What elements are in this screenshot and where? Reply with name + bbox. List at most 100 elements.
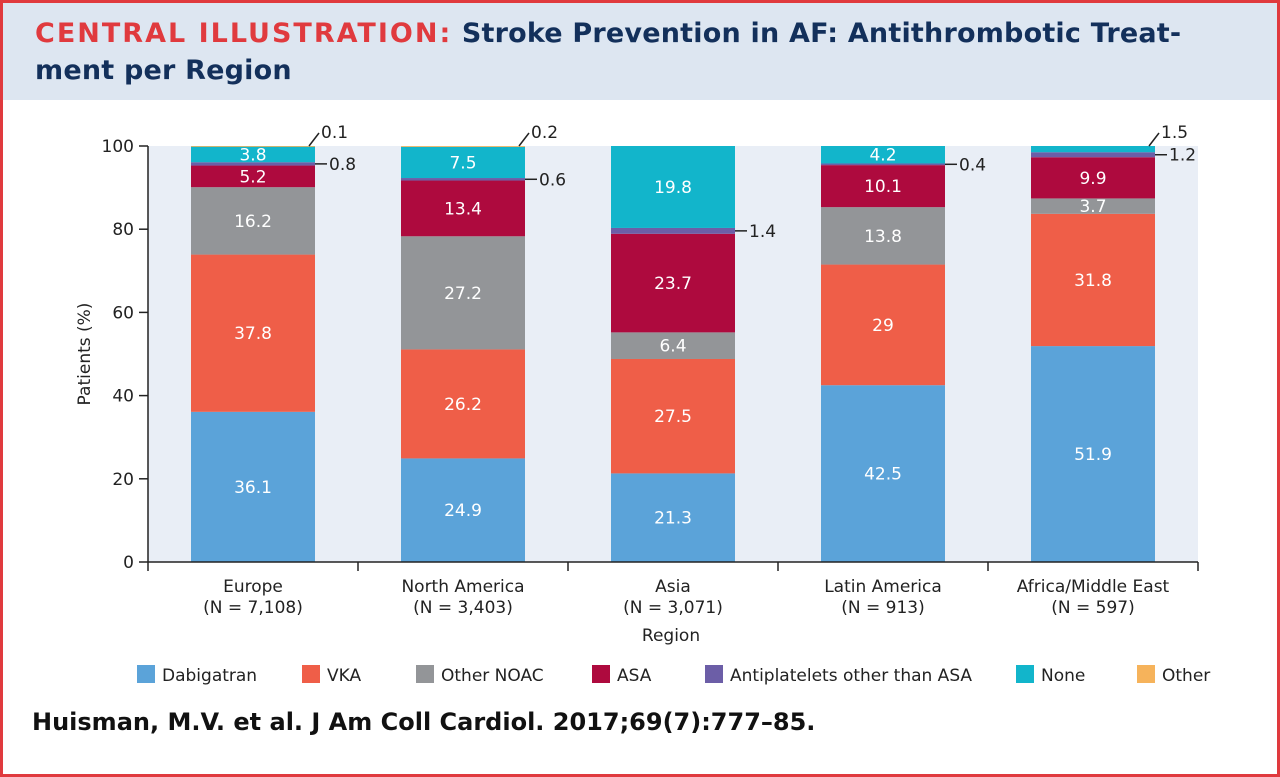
data-label: 51.9 [1074, 445, 1112, 465]
bar-latin-america-none [821, 146, 945, 164]
data-label: 23.7 [654, 274, 692, 294]
bar-europe-asa [191, 165, 315, 188]
leader-line [1148, 132, 1160, 147]
legend-swatch-none [1016, 665, 1034, 683]
data-label: 13.8 [864, 227, 902, 247]
x-tick-sublabel: (N = 7,108) [203, 598, 303, 618]
data-label: 13.4 [444, 199, 482, 219]
data-label: 26.2 [444, 395, 482, 415]
legend-label-antiplatelets-other-than-asa: Antiplatelets other than ASA [730, 666, 972, 686]
data-label: 24.9 [444, 501, 482, 521]
legend-swatch-dabigatran [137, 665, 155, 683]
data-label: 36.1 [234, 478, 272, 498]
legend-swatch-other [1137, 665, 1155, 683]
bar-north-america-vka [401, 349, 525, 459]
bar-north-america-other-noac [401, 236, 525, 350]
bar-north-america-antiplatelets-other-than-asa [401, 178, 525, 181]
data-label: 42.5 [864, 465, 902, 485]
legend-label-other-noac: Other NOAC [441, 666, 544, 686]
data-label: 37.8 [234, 324, 272, 344]
data-label: 3.8 [239, 145, 266, 165]
outside-data-label: 0.1 [321, 123, 348, 143]
x-tick-label-asia: Asia [655, 577, 691, 597]
x-tick-sublabel: (N = 3,403) [413, 598, 513, 618]
bar-latin-america-asa [821, 165, 945, 208]
x-tick-label-latin-america: Latin America [824, 577, 942, 597]
leader-line [308, 132, 320, 147]
bar-europe-antiplatelets-other-than-asa [191, 162, 315, 166]
x-tick-label-north-america: North America [401, 577, 524, 597]
bar-asia-other-noac [611, 332, 735, 359]
x-tick-sublabel: (N = 597) [1051, 598, 1134, 618]
outside-data-label: 0.8 [329, 155, 356, 175]
bar-asia-none [611, 146, 735, 228]
bar-africa-middle-east-other-noac [1031, 198, 1155, 214]
data-label: 3.7 [1079, 197, 1106, 217]
data-label: 27.2 [444, 284, 482, 304]
data-label: 19.8 [654, 178, 692, 198]
legend-label-asa: ASA [617, 666, 652, 686]
y-tick-label: 60 [112, 303, 134, 323]
bar-north-america-dabigatran [401, 458, 525, 562]
legend-label-dabigatran: Dabigatran [162, 666, 257, 686]
data-label: 21.3 [654, 509, 692, 529]
data-label: 5.2 [239, 167, 266, 187]
outside-data-label: 0.6 [539, 170, 566, 190]
citation: Huisman, M.V. et al. J Am Coll Cardiol. … [32, 708, 816, 736]
outside-data-label: 1.2 [1169, 146, 1196, 166]
bar-europe-dabigatran [191, 411, 315, 562]
legend-swatch-asa [592, 665, 610, 683]
bar-africa-middle-east-antiplatelets-other-than-asa [1031, 152, 1155, 158]
bar-africa-middle-east-none [1031, 146, 1155, 153]
y-tick-label: 100 [102, 137, 134, 157]
bar-africa-middle-east-vka [1031, 213, 1155, 347]
outside-data-label: 0.2 [531, 123, 558, 143]
bar-latin-america-dabigatran [821, 385, 945, 562]
outside-data-label: 0.4 [959, 155, 986, 175]
data-label: 16.2 [234, 212, 272, 232]
data-label: 29 [872, 316, 894, 336]
legend-swatch-other-noac [416, 665, 434, 683]
bar-north-america-none [401, 146, 525, 179]
y-tick-label: 0 [123, 553, 134, 573]
outside-data-label: 1.5 [1161, 123, 1188, 143]
bar-asia-antiplatelets-other-than-asa [611, 227, 735, 234]
bar-europe-other [191, 146, 315, 147]
data-label: 10.1 [864, 177, 902, 197]
y-tick-label: 20 [112, 470, 134, 490]
data-label: 4.2 [869, 146, 896, 166]
bar-latin-america-other-noac [821, 207, 945, 265]
outside-data-label: 1.4 [749, 222, 776, 242]
y-axis-label: Patients (%) [75, 303, 95, 406]
bar-africa-middle-east-asa [1031, 157, 1155, 199]
bar-asia-vka [611, 358, 735, 474]
legend-swatch-antiplatelets-other-than-asa [705, 665, 723, 683]
data-label: 6.4 [659, 337, 686, 357]
x-tick-sublabel: (N = 3,071) [623, 598, 723, 618]
data-label: 9.9 [1079, 169, 1106, 189]
bar-europe-vka [191, 254, 315, 412]
title-text: Stroke Prevention in AF: Antithrombotic … [35, 18, 1182, 86]
x-axis-label: Region [642, 626, 700, 646]
legend-label-none: None [1041, 666, 1085, 686]
leader-line [518, 132, 530, 147]
bar-asia-dabigatran [611, 473, 735, 562]
x-tick-label-africa-middle-east: Africa/Middle East [1017, 577, 1170, 597]
x-tick-label-europe: Europe [223, 577, 283, 597]
bar-asia-asa [611, 233, 735, 333]
data-label: 27.5 [654, 407, 692, 427]
header-band: CENTRAL ILLUSTRATION: Stroke Prevention … [3, 3, 1277, 100]
legend-label-other: Other [1162, 666, 1210, 686]
x-tick-sublabel: (N = 913) [841, 598, 924, 618]
data-label: 31.8 [1074, 271, 1112, 291]
bar-latin-america-vka [821, 264, 945, 386]
bar-africa-middle-east-dabigatran [1031, 346, 1155, 562]
bar-latin-america-antiplatelets-other-than-asa [821, 163, 945, 166]
legend-label-vka: VKA [327, 666, 361, 686]
legend-swatch-vka [302, 665, 320, 683]
title-label: CENTRAL ILLUSTRATION: [35, 18, 453, 49]
bar-north-america-other [401, 146, 525, 147]
y-tick-label: 80 [112, 220, 134, 240]
bar-north-america-asa [401, 180, 525, 237]
